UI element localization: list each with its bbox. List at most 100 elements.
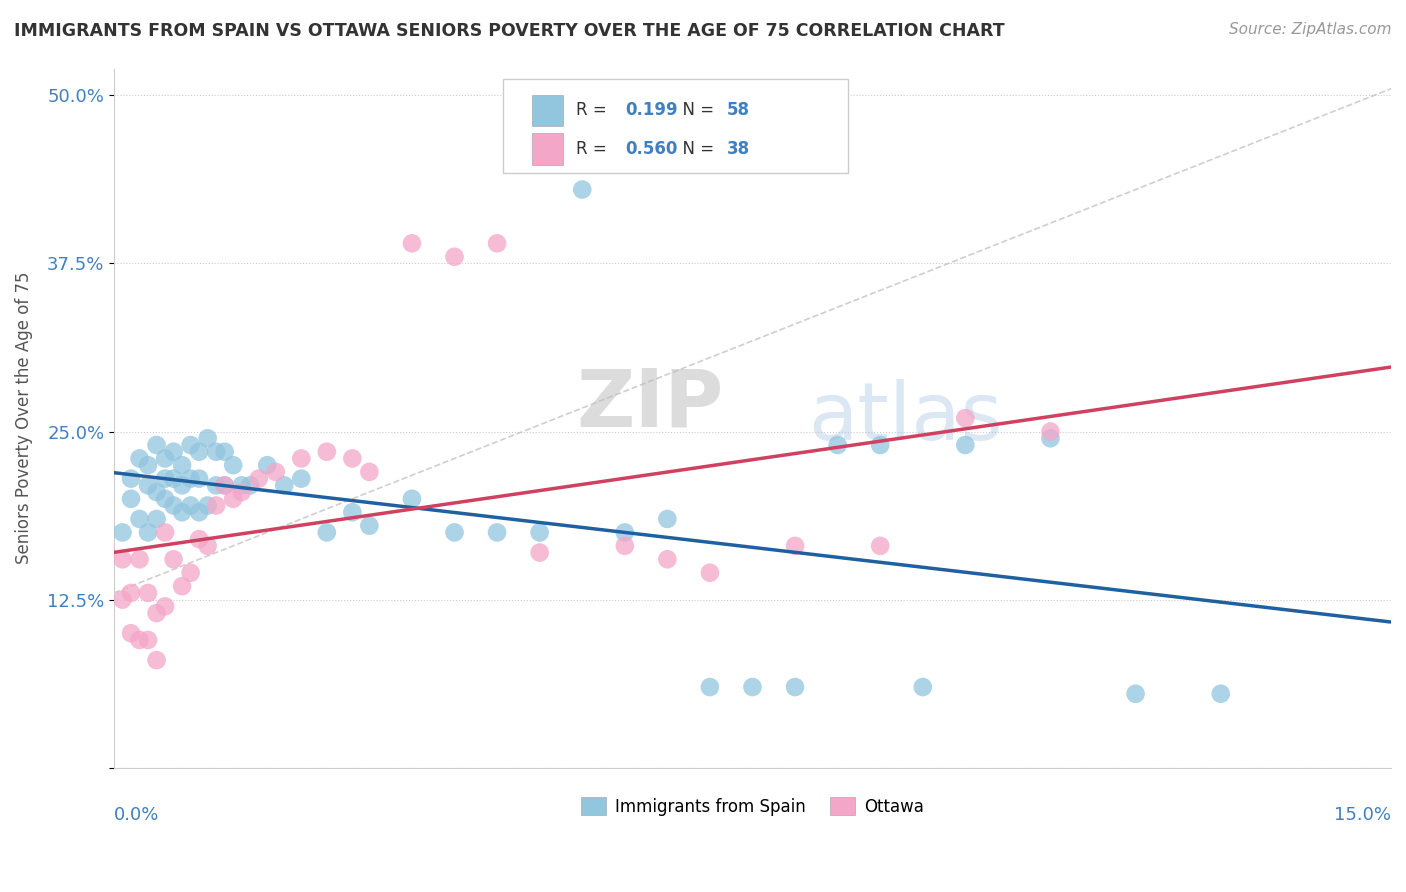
Point [180, 566, 202, 580]
Point [783, 680, 806, 694]
Point [359, 518, 381, 533]
Point [231, 478, 253, 492]
Point [120, 586, 142, 600]
Point [273, 478, 295, 492]
Point [205, 478, 228, 492]
Point [529, 545, 551, 559]
Point [315, 525, 337, 540]
Point [188, 444, 211, 458]
Point [290, 472, 312, 486]
Point [136, 632, 159, 647]
Text: N =: N = [672, 102, 720, 120]
Point [205, 499, 228, 513]
Point [197, 539, 219, 553]
Point [315, 444, 337, 458]
Point [162, 552, 184, 566]
Point [188, 472, 211, 486]
Point [741, 680, 763, 694]
Point [657, 512, 679, 526]
Point [401, 236, 423, 251]
Point [145, 512, 167, 526]
Point [153, 451, 176, 466]
Point [613, 539, 636, 553]
Point [153, 599, 176, 614]
Point [1039, 431, 1062, 445]
Point [145, 438, 167, 452]
Text: ZIP: ZIP [576, 365, 724, 443]
Text: R =: R = [576, 102, 612, 120]
Text: 15.0%: 15.0% [1334, 806, 1391, 824]
Point [111, 525, 134, 540]
Point [128, 451, 150, 466]
Point [214, 478, 236, 492]
Text: 0.560: 0.560 [624, 140, 678, 158]
Point [180, 499, 202, 513]
Point [264, 465, 287, 479]
Point [1125, 687, 1147, 701]
Point [145, 485, 167, 500]
Text: 58: 58 [727, 102, 749, 120]
Point [172, 505, 194, 519]
FancyBboxPatch shape [503, 79, 848, 173]
Text: atlas: atlas [808, 379, 1002, 457]
Point [783, 539, 806, 553]
Point [172, 458, 194, 472]
Point [153, 525, 176, 540]
Text: R =: R = [576, 140, 612, 158]
Point [120, 626, 142, 640]
Point [955, 438, 977, 452]
FancyBboxPatch shape [531, 133, 564, 165]
Point [162, 499, 184, 513]
Point [290, 451, 312, 466]
Point [342, 451, 364, 466]
Text: 0.199: 0.199 [624, 102, 678, 120]
Point [869, 438, 891, 452]
Point [239, 478, 262, 492]
Point [529, 525, 551, 540]
Text: 38: 38 [727, 140, 749, 158]
Point [256, 458, 278, 472]
Point [172, 579, 194, 593]
Point [120, 491, 142, 506]
Point [571, 182, 593, 196]
Point [128, 632, 150, 647]
Point [111, 552, 134, 566]
Point [197, 499, 219, 513]
Point [136, 458, 159, 472]
Point [613, 525, 636, 540]
Point [1039, 425, 1062, 439]
Point [911, 680, 934, 694]
Point [827, 438, 849, 452]
Point [145, 606, 167, 620]
Text: Source: ZipAtlas.com: Source: ZipAtlas.com [1229, 22, 1392, 37]
Point [162, 444, 184, 458]
FancyBboxPatch shape [531, 95, 564, 126]
Point [180, 438, 202, 452]
Legend: Immigrants from Spain, Ottawa: Immigrants from Spain, Ottawa [575, 791, 931, 822]
Point [188, 532, 211, 546]
Point [188, 505, 211, 519]
Point [214, 478, 236, 492]
Point [222, 458, 245, 472]
Point [443, 250, 465, 264]
Point [120, 472, 142, 486]
Point [342, 505, 364, 519]
Point [153, 472, 176, 486]
Text: 0.0%: 0.0% [114, 806, 159, 824]
Point [214, 444, 236, 458]
Point [197, 431, 219, 445]
Y-axis label: Seniors Poverty Over the Age of 75: Seniors Poverty Over the Age of 75 [15, 272, 32, 565]
Point [162, 472, 184, 486]
Point [1209, 687, 1232, 701]
Point [136, 586, 159, 600]
Point [136, 478, 159, 492]
Point [486, 236, 509, 251]
Text: IMMIGRANTS FROM SPAIN VS OTTAWA SENIORS POVERTY OVER THE AGE OF 75 CORRELATION C: IMMIGRANTS FROM SPAIN VS OTTAWA SENIORS … [14, 22, 1005, 40]
Point [401, 491, 423, 506]
Point [222, 491, 245, 506]
Point [231, 485, 253, 500]
Point [172, 478, 194, 492]
Point [247, 472, 270, 486]
Point [699, 680, 721, 694]
Text: N =: N = [672, 140, 720, 158]
